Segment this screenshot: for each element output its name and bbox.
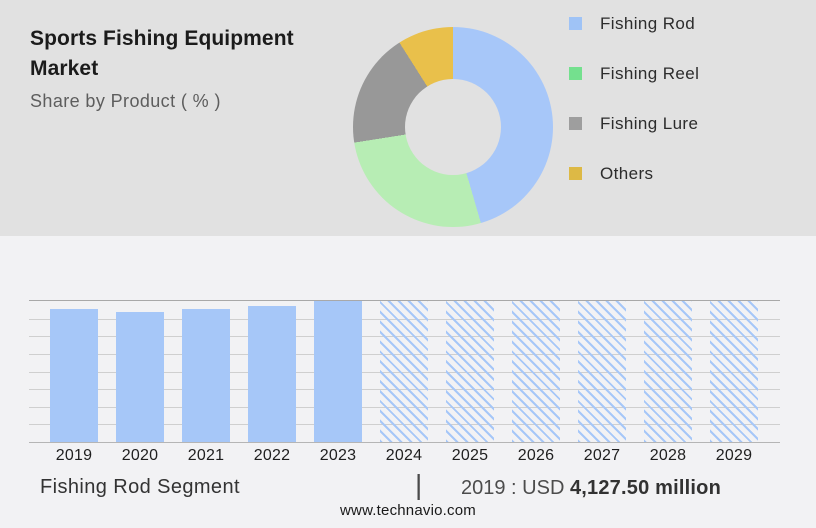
legend-swatch-icon [569, 117, 582, 130]
legend-swatch-icon [569, 17, 582, 30]
bar-2023 [314, 301, 362, 442]
bar-chart-plot [29, 300, 780, 443]
segment-label: Fishing Rod Segment [40, 476, 240, 498]
x-axis-label-2022: 2022 [253, 447, 291, 464]
x-axis-label-2026: 2026 [517, 447, 555, 464]
segment-value-amount: 4,127.50 million [569, 477, 722, 499]
legend-item-fishing-lure: Fishing Lure [569, 113, 699, 133]
legend-item-others: Others [569, 163, 699, 183]
forecast-bar-2029 [710, 301, 758, 442]
forecast-bar-2027 [578, 301, 626, 442]
x-axis-label-2024: 2024 [385, 447, 423, 464]
legend-label: Fishing Lure [600, 113, 699, 133]
website-link[interactable]: www.technavio.com [340, 502, 476, 519]
forecast-bar-2025 [446, 301, 494, 442]
segment-value-prefix: 2019 : USD [461, 477, 570, 499]
x-axis-label-2021: 2021 [187, 447, 225, 464]
bar-series [29, 301, 780, 442]
x-axis-label-2019: 2019 [55, 447, 93, 464]
x-axis-label-2020: 2020 [121, 447, 159, 464]
header: Sports Fishing Equipment Market Share by… [30, 24, 340, 112]
legend-label: Others [600, 163, 654, 183]
legend-label: Fishing Rod [600, 13, 696, 33]
forecast-bar-2024 [380, 301, 428, 442]
bar-2022 [248, 306, 296, 442]
legend-item-fishing-reel: Fishing Reel [569, 63, 700, 83]
legend-swatch-icon [569, 167, 582, 180]
page-title: Sports Fishing Equipment Market [30, 27, 294, 80]
forecast-bar-2028 [644, 301, 692, 442]
x-axis-label-2023: 2023 [319, 447, 357, 464]
pie-legend: Fishing Rod Fishing Reel Fishing Lure Other… [569, 13, 700, 183]
x-axis-labels: 2019 2020 2021 2022 2023 2024 2025 2026 2027 2028… [29, 447, 780, 467]
bar-2019 [50, 309, 98, 442]
x-axis-label-2027: 2027 [583, 447, 621, 464]
forecast-bar-2026 [512, 301, 560, 442]
x-axis-label-2025: 2025 [451, 447, 489, 464]
page-subtitle: Share by Product ( % ) [30, 91, 221, 111]
separator-bar: | [415, 469, 423, 500]
x-axis-label-2029: 2029 [715, 447, 753, 464]
donut-hole [405, 79, 501, 175]
x-axis-label-2028: 2028 [649, 447, 687, 464]
bar-2020 [116, 312, 164, 442]
legend-item-fishing-rod: Fishing Rod [569, 13, 699, 33]
legend-label: Fishing Reel [600, 63, 700, 83]
pie-panel: Sports Fishing Equipment Market Share by… [0, 0, 816, 236]
legend-swatch-icon [569, 67, 582, 80]
bar-2021 [182, 309, 230, 442]
segment-value: 2019 : USD 4,127.50 million [461, 477, 721, 500]
donut-chart [353, 27, 553, 227]
